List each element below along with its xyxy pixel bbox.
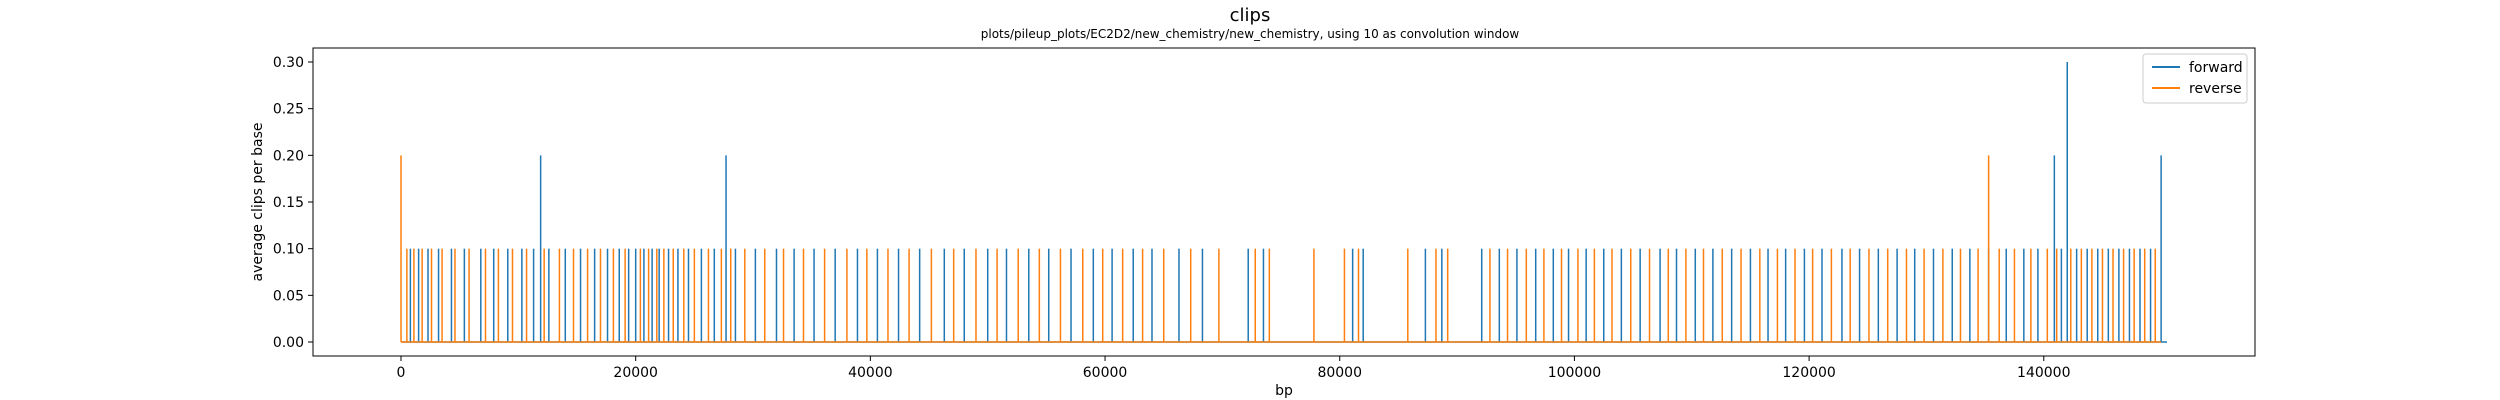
y-axis: 0.00 0.05 0.10 0.15 0.20 0.25 0.30 [273,55,313,351]
x-tick-label: 100000 [1548,365,1601,381]
x-tick-label: 60000 [1083,365,1128,381]
x-axis-label: bp [1275,383,1293,399]
y-tick-label: 0.10 [273,242,304,258]
y-tick-label: 0.00 [273,335,304,351]
y-tick-label: 0.05 [273,288,304,304]
y-tick-label: 0.15 [273,195,304,211]
y-axis-label: average clips per base [250,123,266,282]
x-tick-label: 20000 [613,365,658,381]
chart-title: clips [1230,5,1271,26]
legend: forward reverse [2142,53,2248,104]
x-tick-label: 80000 [1317,365,1362,381]
plot-area [400,62,2167,343]
x-tick-label: 0 [397,365,406,381]
x-tick-label: 140000 [2017,365,2070,381]
y-tick-label: 0.30 [273,55,304,71]
y-tick-label: 0.25 [273,102,304,118]
x-tick-label: 120000 [1782,365,1835,381]
x-axis: 0 20000 40000 60000 80000 100000 120000 140000 [397,356,2071,381]
legend-label-reverse: reverse [2189,81,2242,97]
legend-label-forward: forward [2189,60,2243,76]
plot-frame [312,47,2256,357]
x-tick-label: 40000 [848,365,893,381]
y-tick-label: 0.20 [273,148,304,164]
chart-subtitle: plots/pileup_plots/EC2D2/new_chemistry/n… [981,27,1520,41]
